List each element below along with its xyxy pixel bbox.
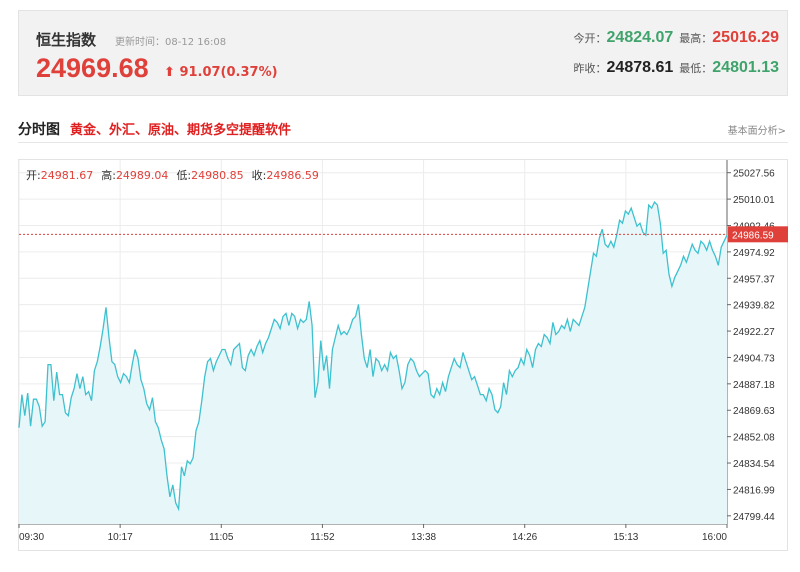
x-tick-label: 14:26 bbox=[512, 532, 537, 543]
y-tick-label: 24939.82 bbox=[733, 301, 775, 312]
price-line bbox=[18, 200, 728, 512]
up-arrow-icon: ⬆ bbox=[164, 65, 175, 80]
ohlc-high-value: 24989.04 bbox=[115, 169, 169, 182]
prevclose-low-row: 昨收：24878.61 最低：24801.13 bbox=[574, 59, 779, 77]
y-tick-label: 24887.18 bbox=[733, 380, 775, 391]
y-tick-label: 24904.73 bbox=[733, 353, 775, 364]
y-tick-label: 24834.54 bbox=[733, 459, 775, 470]
prev-close-value: 24878.61 bbox=[606, 59, 674, 76]
x-tick-label: 11:05 bbox=[209, 532, 234, 543]
current-price-box bbox=[728, 226, 788, 243]
ohlc-readout: 开:24981.67 高:24989.04 低:24980.85 收:24986.59 bbox=[26, 167, 327, 183]
area-fill bbox=[19, 202, 727, 524]
y-tick-label: 25027.56 bbox=[733, 169, 775, 180]
x-tick-label: 15:13 bbox=[613, 532, 638, 543]
low-label: 最低： bbox=[679, 62, 713, 75]
ohlc-open-label: 开: bbox=[26, 169, 41, 182]
x-tick-label: 11:52 bbox=[310, 532, 335, 543]
high-label: 最高： bbox=[679, 32, 713, 45]
open-high-row: 今开：24824.07 最高：25016.29 bbox=[574, 29, 779, 47]
change-value: 91.07(0.37%) bbox=[179, 65, 278, 80]
index-header: 恒生指数 更新时间：08-12 16:08 24969.68 ⬆ 91.07(0… bbox=[18, 10, 788, 96]
y-tick-label: 24816.99 bbox=[733, 485, 775, 496]
section-divider bbox=[18, 142, 788, 143]
current-price: 24969.68 bbox=[36, 53, 149, 83]
ohlc-close-value: 24986.59 bbox=[266, 169, 319, 182]
price-change: ⬆ 91.07(0.37%) bbox=[164, 65, 278, 80]
ohlc-close-label: 收: bbox=[251, 169, 267, 182]
ohlc-open-value: 24981.67 bbox=[40, 169, 94, 182]
high-value: 25016.29 bbox=[712, 29, 779, 46]
y-tick-label: 24922.27 bbox=[733, 327, 775, 338]
x-tick-label: 09:30 bbox=[19, 532, 44, 543]
y-tick-label: 24869.63 bbox=[733, 406, 775, 417]
open-value: 24824.07 bbox=[606, 29, 674, 46]
open-label: 今开： bbox=[573, 32, 607, 45]
prev-close-label: 昨收： bbox=[573, 62, 607, 75]
x-tick-label: 10:17 bbox=[108, 532, 133, 543]
y-tick-label: 25010.01 bbox=[733, 195, 775, 206]
fundamental-analysis-link[interactable]: 基本面分析> bbox=[727, 126, 786, 137]
y-tick-label: 24799.44 bbox=[733, 512, 775, 523]
current-price-label: 24986.59 bbox=[732, 230, 774, 241]
low-value: 24801.13 bbox=[712, 59, 779, 76]
x-tick-label: 13:38 bbox=[411, 532, 436, 543]
index-name: 恒生指数 bbox=[36, 31, 97, 49]
ohlc-low-label: 低: bbox=[176, 169, 192, 182]
x-tick-label: 16:00 bbox=[702, 532, 727, 543]
update-time: 更新时间：08-12 16:08 bbox=[115, 37, 227, 48]
section-title[interactable]: 分时图 bbox=[18, 122, 60, 138]
ohlc-high-label: 高: bbox=[101, 169, 116, 182]
promo-link[interactable]: 黄金、外汇、原油、期货多空提醒软件 bbox=[70, 123, 292, 138]
y-tick-label: 24852.08 bbox=[733, 433, 775, 444]
y-tick-label: 24974.92 bbox=[733, 248, 775, 259]
ohlc-low-value: 24980.85 bbox=[191, 169, 244, 182]
y-tick-label: 24957.37 bbox=[733, 274, 775, 285]
